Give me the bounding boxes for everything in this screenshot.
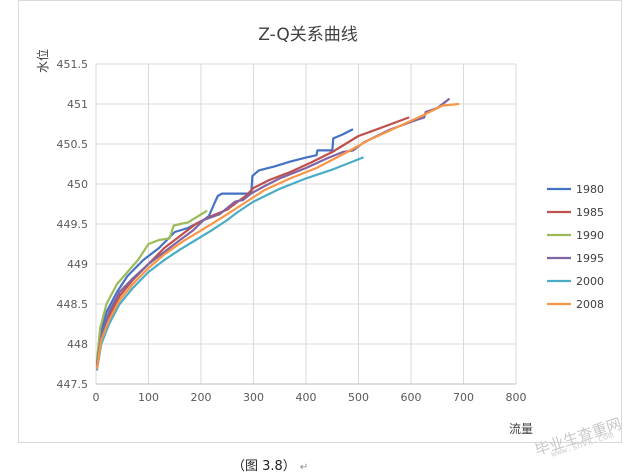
- x-tick-label: 800: [506, 391, 527, 404]
- legend-label-1980: 1980: [576, 183, 604, 196]
- y-tick-label: 450.5: [57, 138, 89, 151]
- legend-label-2000: 2000: [576, 275, 604, 288]
- x-axis-title: 流量: [509, 422, 533, 436]
- y-tick-label: 451.5: [57, 58, 89, 71]
- y-tick-label: 450: [67, 178, 88, 191]
- x-tick-label: 0: [93, 391, 100, 404]
- tick-labels: 447.5 448 448.5 449 449.5 450 450.5 451 451.5 0 10…: [57, 58, 527, 404]
- series-line-1995: [95, 98, 450, 366]
- series-line-1980: [95, 128, 354, 366]
- series-line-2000: [95, 156, 364, 371]
- x-tick-label: 100: [138, 391, 159, 404]
- figure-caption: （图 3.8） ↵: [232, 455, 308, 474]
- grid-lines: [95, 63, 517, 385]
- legend-label-1990: 1990: [576, 229, 604, 242]
- y-tick-label: 449.5: [57, 218, 89, 231]
- x-tick-label: 600: [401, 391, 422, 404]
- x-tick-label: 700: [453, 391, 474, 404]
- chart-frame: Z-Q关系曲线 水位 流量 447.5 448 448.5 449 449.5 450 45…: [18, 0, 622, 443]
- legend-label-1985: 1985: [576, 206, 604, 219]
- series-line-1985: [95, 116, 410, 368]
- x-tick-label: 200: [191, 391, 212, 404]
- legend-label-1995: 1995: [576, 252, 604, 265]
- y-tick-label: 448.5: [57, 298, 89, 311]
- series-line-1990: [95, 210, 208, 362]
- legend: 1980 1985 1990 1995 2000 2008: [547, 183, 604, 311]
- x-tick-label: 400: [296, 391, 317, 404]
- x-tick-label: 500: [348, 391, 369, 404]
- x-tick-label: 300: [243, 391, 264, 404]
- legend-label-2008: 2008: [576, 298, 604, 311]
- chart-title: Z-Q关系曲线: [258, 25, 358, 45]
- paragraph-mark: ↵: [299, 462, 309, 473]
- zq-chart: Z-Q关系曲线 水位 流量 447.5 448 448.5 449 449.5 450 45…: [35, 25, 604, 436]
- y-tick-label: 451: [67, 98, 88, 111]
- figure-caption-text: （图 3.8）: [232, 459, 296, 474]
- y-tick-label: 449: [67, 258, 88, 271]
- y-tick-label: 447.5: [57, 378, 89, 391]
- y-tick-label: 448: [67, 338, 88, 351]
- series-line-2008: [95, 102, 460, 370]
- series-lines: [95, 98, 460, 371]
- y-axis-title: 水位: [35, 49, 50, 73]
